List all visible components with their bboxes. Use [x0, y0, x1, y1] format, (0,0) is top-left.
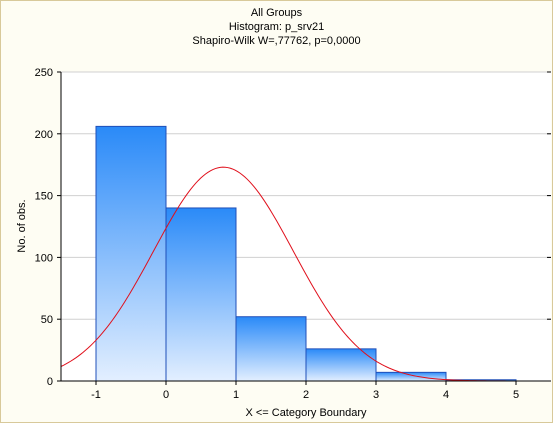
x-tick-label: 2 — [303, 389, 309, 401]
y-tick-label: 200 — [35, 129, 53, 141]
chart-title: All Groups — [250, 7, 303, 19]
histogram-bar — [235, 316, 307, 382]
histogram-bar — [375, 371, 447, 382]
histogram-bar — [305, 348, 377, 382]
y-axis-label: No. of obs. — [16, 199, 28, 252]
y-tick-label: 100 — [35, 252, 53, 264]
x-axis-label: X <= Category Boundary — [245, 407, 367, 419]
y-tick-label: 50 — [41, 314, 53, 326]
chart-subtitle: Histogram: p_srv21 — [228, 21, 325, 33]
x-tick-label: 0 — [163, 389, 169, 401]
x-tick-label: 4 — [443, 389, 449, 401]
chart-subtitle-stats: Shapiro-Wilk W=,77762, p=0,0000 — [192, 35, 361, 47]
y-tick-labels: 0 50 100 150 200 250 — [35, 67, 551, 388]
x-tick-labels: -1 0 1 2 3 4 5 — [91, 381, 519, 401]
y-tick-label: 0 — [47, 376, 53, 388]
x-tick-label: 5 — [513, 389, 519, 401]
x-tick-label: -1 — [91, 389, 101, 401]
histogram-bars — [95, 125, 517, 382]
y-tick-label: 250 — [35, 67, 53, 79]
histogram-bar — [95, 125, 167, 382]
y-tick-label: 150 — [35, 191, 53, 203]
histogram-bar — [165, 207, 237, 382]
x-tick-label: 3 — [373, 389, 379, 401]
x-tick-label: 1 — [233, 389, 239, 401]
